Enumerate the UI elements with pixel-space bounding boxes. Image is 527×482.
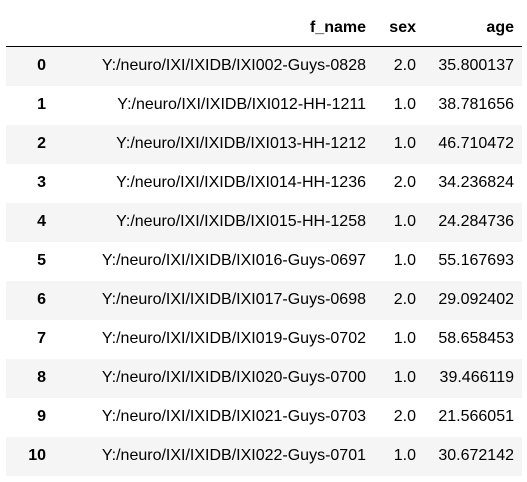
dataframe-table: f_name sex age 0 Y:/neuro/IXI/IXIDB/IXI0…: [6, 9, 522, 476]
table-row: 0 Y:/neuro/IXI/IXIDB/IXI002-Guys-0828 2.…: [6, 46, 522, 86]
cell-sex: 2.0: [393, 408, 416, 425]
row-index: 1: [37, 96, 46, 113]
cell-sex: 1.0: [393, 96, 416, 113]
table-row: 5 Y:/neuro/IXI/IXIDB/IXI016-Guys-0697 1.…: [6, 241, 522, 281]
cell-age: 38.781656: [438, 96, 514, 113]
cell-age: 35.800137: [438, 57, 514, 75]
cell-sex: 1.0: [393, 447, 416, 464]
row-index: 6: [37, 291, 46, 308]
column-header-f_name: f_name: [54, 9, 374, 47]
cell-f_name: Y:/neuro/IXI/IXIDB/IXI020-Guys-0700: [101, 369, 366, 386]
cell-age: 55.167693: [438, 252, 514, 269]
cell-f_name: Y:/neuro/IXI/IXIDB/IXI017-Guys-0698: [101, 291, 366, 308]
cell-sex: 1.0: [393, 252, 416, 269]
cell-age: 34.236824: [438, 174, 514, 191]
cell-age: 29.092402: [438, 291, 514, 308]
table-row: 6 Y:/neuro/IXI/IXIDB/IXI017-Guys-0698 2.…: [6, 280, 522, 320]
row-index: 3: [37, 174, 46, 191]
table-row: 8 Y:/neuro/IXI/IXIDB/IXI020-Guys-0700 1.…: [6, 358, 522, 398]
cell-age: 39.466119: [439, 369, 514, 386]
cell-sex: 2.0: [393, 174, 416, 191]
table-row: 7 Y:/neuro/IXI/IXIDB/IXI019-Guys-0702 1.…: [6, 319, 522, 359]
cell-sex: 2.0: [393, 57, 416, 75]
row-index: 8: [37, 369, 46, 386]
cell-sex: 1.0: [393, 135, 416, 152]
row-index: 5: [37, 252, 46, 269]
table-row: 1 Y:/neuro/IXI/IXIDB/IXI012-HH-1211 1.0 …: [6, 85, 522, 125]
table-row: 2 Y:/neuro/IXI/IXIDB/IXI013-HH-1212 1.0 …: [6, 124, 522, 164]
row-index: 2: [37, 135, 46, 152]
cell-f_name: Y:/neuro/IXI/IXIDB/IXI013-HH-1212: [116, 135, 366, 152]
row-index: 9: [37, 408, 46, 425]
cell-age: 21.566051: [438, 408, 514, 425]
cell-sex: 1.0: [393, 213, 416, 230]
table-row: 9 Y:/neuro/IXI/IXIDB/IXI021-Guys-0703 2.…: [6, 397, 522, 437]
table-header: f_name sex age: [6, 9, 522, 47]
cell-sex: 2.0: [393, 291, 416, 308]
cell-f_name: Y:/neuro/IXI/IXIDB/IXI021-Guys-0703: [101, 408, 366, 425]
cell-age: 58.658453: [438, 330, 514, 347]
table-row: 4 Y:/neuro/IXI/IXIDB/IXI015-HH-1258 1.0 …: [6, 202, 522, 242]
cell-f_name: Y:/neuro/IXI/IXIDB/IXI022-Guys-0701: [101, 447, 366, 464]
column-header-age: age: [424, 9, 522, 47]
cell-f_name: Y:/neuro/IXI/IXIDB/IXI014-HH-1236: [116, 174, 366, 191]
row-index: 7: [37, 330, 46, 347]
cell-f_name: Y:/neuro/IXI/IXIDB/IXI016-Guys-0697: [101, 252, 366, 269]
row-index: 10: [28, 447, 46, 464]
table-body: 0 Y:/neuro/IXI/IXIDB/IXI002-Guys-0828 2.…: [6, 46, 522, 476]
header-row: f_name sex age: [6, 9, 522, 47]
cell-f_name: Y:/neuro/IXI/IXIDB/IXI019-Guys-0702: [101, 330, 366, 347]
cell-f_name: Y:/neuro/IXI/IXIDB/IXI002-Guys-0828: [101, 57, 366, 75]
cell-age: 46.710472: [438, 135, 514, 152]
cell-age: 24.284736: [438, 213, 514, 230]
row-index: 0: [37, 57, 46, 75]
cell-f_name: Y:/neuro/IXI/IXIDB/IXI012-HH-1211: [117, 96, 366, 113]
cell-sex: 1.0: [393, 330, 416, 347]
table-row: 3 Y:/neuro/IXI/IXIDB/IXI014-HH-1236 2.0 …: [6, 163, 522, 203]
row-index: 4: [37, 213, 46, 230]
cell-age: 30.672142: [438, 447, 514, 464]
index-column-header: [6, 9, 54, 47]
column-header-sex: sex: [374, 9, 424, 47]
table-row: 10 Y:/neuro/IXI/IXIDB/IXI022-Guys-0701 1…: [6, 436, 522, 476]
cell-f_name: Y:/neuro/IXI/IXIDB/IXI015-HH-1258: [116, 213, 366, 230]
dataframe-output: f_name sex age 0 Y:/neuro/IXI/IXIDB/IXI0…: [6, 9, 522, 476]
cell-sex: 1.0: [393, 369, 416, 386]
